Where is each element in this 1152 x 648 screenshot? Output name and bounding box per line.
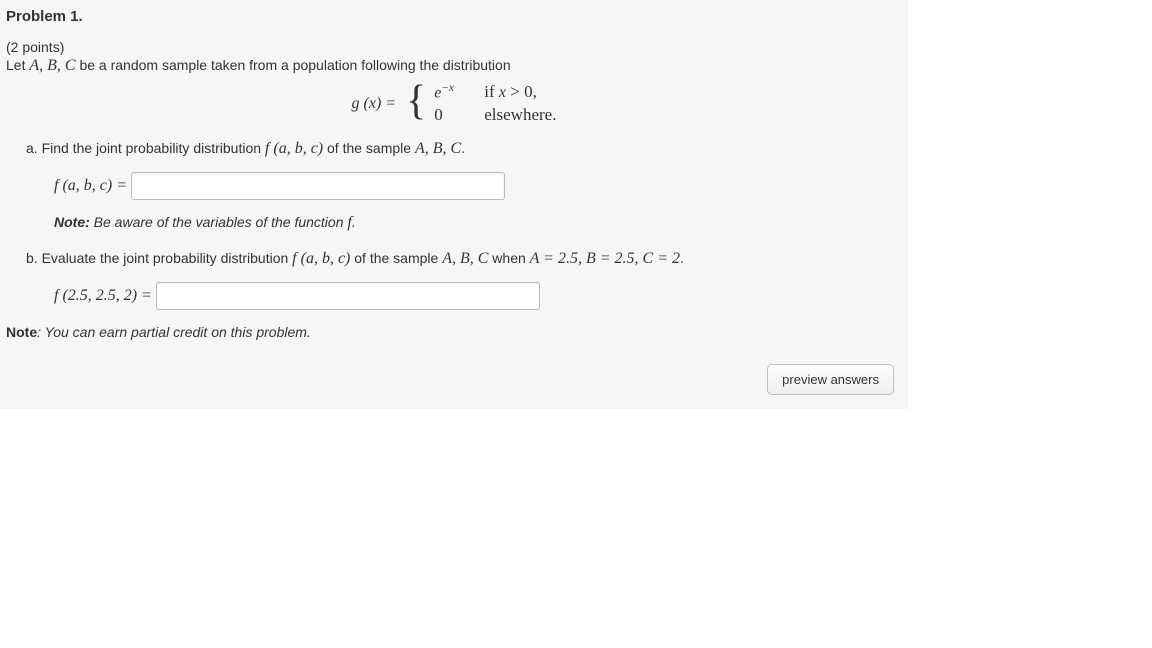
part-b-answer-input[interactable] xyxy=(156,282,540,310)
problem-intro: Let A, B, C be a random sample taken fro… xyxy=(6,57,902,75)
eq-lhs: g (x) = xyxy=(352,95,397,113)
part-a-answer-input[interactable] xyxy=(131,172,505,200)
button-row: preview answers xyxy=(6,364,902,395)
part-b-when: when xyxy=(488,250,529,266)
part-b-mid: of the sample xyxy=(350,250,442,266)
part-a-mid: of the sample xyxy=(323,140,415,156)
intro-vars: A, B, C xyxy=(29,57,75,74)
eq-case2-expr: 0 xyxy=(434,104,466,126)
part-a-suffix: . xyxy=(461,140,465,156)
preview-answers-button[interactable]: preview answers xyxy=(767,364,894,395)
final-note-bold: Note xyxy=(6,324,37,340)
intro-prefix: Let xyxy=(6,57,29,73)
eq-case2-cond: elsewhere. xyxy=(484,104,556,126)
problem-title: Problem 1. xyxy=(6,8,902,25)
brace-icon: { xyxy=(406,87,426,116)
distribution-equation: g (x) = { e−x if x > 0, 0 elsewhere. xyxy=(6,81,902,126)
points-text: (2 points) xyxy=(6,39,902,55)
final-note-rest: : You can earn partial credit on this pr… xyxy=(37,324,311,340)
part-b-text: b. Evaluate the joint probability distri… xyxy=(26,250,902,268)
note-a-bold: Note: xyxy=(54,214,90,230)
part-a-func: f (a, b, c) xyxy=(265,140,323,157)
note-a: Note: Be aware of the variables of the f… xyxy=(54,214,902,232)
part-b-answer-row: f (2.5, 2.5, 2) = xyxy=(54,282,902,310)
eq-case1-expr: e−x xyxy=(434,81,466,104)
part-b-vars: A, B, C xyxy=(442,250,488,267)
note-a-period: . xyxy=(352,214,356,230)
part-a-prefix: a. Find the joint probability distributi… xyxy=(26,140,265,156)
note-a-rest: Be aware of the variables of the functio… xyxy=(90,214,348,230)
part-a-vars: A, B, C xyxy=(415,140,461,157)
part-b-answer-label: f (2.5, 2.5, 2) = xyxy=(54,287,152,305)
part-a-answer-row: f (a, b, c) = xyxy=(54,172,902,200)
part-b-func: f (a, b, c) xyxy=(292,250,350,267)
part-b-suffix: . xyxy=(680,250,684,266)
part-a-answer-label: f (a, b, c) = xyxy=(54,177,127,195)
intro-suffix: be a random sample taken from a populati… xyxy=(76,57,511,73)
part-a-text: a. Find the joint probability distributi… xyxy=(26,140,902,158)
problem-panel: Problem 1. (2 points) Let A, B, C be a r… xyxy=(0,0,908,409)
part-b-assignments: A = 2.5, B = 2.5, C = 2 xyxy=(530,250,680,267)
eq-case1-cond: if x > 0, xyxy=(484,81,537,104)
final-note: Note: You can earn partial credit on thi… xyxy=(6,324,902,340)
part-b-prefix: b. Evaluate the joint probability distri… xyxy=(26,250,292,266)
